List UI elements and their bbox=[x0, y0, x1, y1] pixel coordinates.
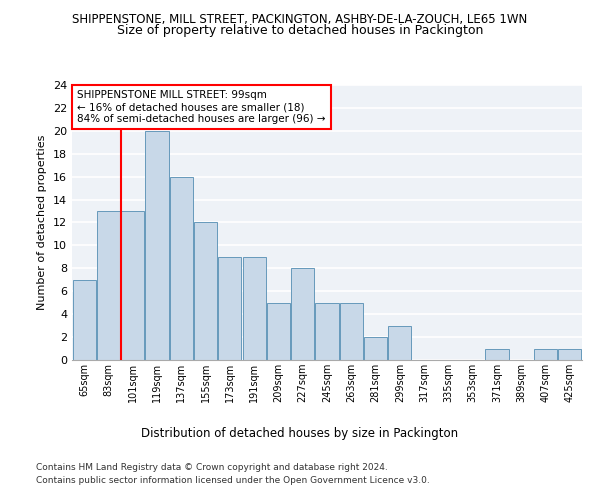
Bar bbox=[364, 337, 387, 360]
Bar bbox=[534, 348, 557, 360]
Bar bbox=[121, 211, 144, 360]
Text: Contains public sector information licensed under the Open Government Licence v3: Contains public sector information licen… bbox=[36, 476, 430, 485]
Bar bbox=[485, 348, 509, 360]
Text: Distribution of detached houses by size in Packington: Distribution of detached houses by size … bbox=[142, 428, 458, 440]
Text: SHIPPENSTONE, MILL STREET, PACKINGTON, ASHBY-DE-LA-ZOUCH, LE65 1WN: SHIPPENSTONE, MILL STREET, PACKINGTON, A… bbox=[73, 12, 527, 26]
Bar bbox=[388, 326, 412, 360]
Text: Contains HM Land Registry data © Crown copyright and database right 2024.: Contains HM Land Registry data © Crown c… bbox=[36, 462, 388, 471]
Bar bbox=[145, 131, 169, 360]
Bar bbox=[316, 302, 338, 360]
Y-axis label: Number of detached properties: Number of detached properties bbox=[37, 135, 47, 310]
Bar bbox=[559, 348, 581, 360]
Bar bbox=[218, 257, 241, 360]
Bar bbox=[242, 257, 266, 360]
Bar bbox=[291, 268, 314, 360]
Bar bbox=[97, 211, 120, 360]
Bar bbox=[170, 176, 193, 360]
Text: SHIPPENSTONE MILL STREET: 99sqm
← 16% of detached houses are smaller (18)
84% of: SHIPPENSTONE MILL STREET: 99sqm ← 16% of… bbox=[77, 90, 326, 124]
Bar bbox=[194, 222, 217, 360]
Bar bbox=[340, 302, 363, 360]
Bar bbox=[73, 280, 95, 360]
Bar bbox=[267, 302, 290, 360]
Text: Size of property relative to detached houses in Packington: Size of property relative to detached ho… bbox=[117, 24, 483, 37]
